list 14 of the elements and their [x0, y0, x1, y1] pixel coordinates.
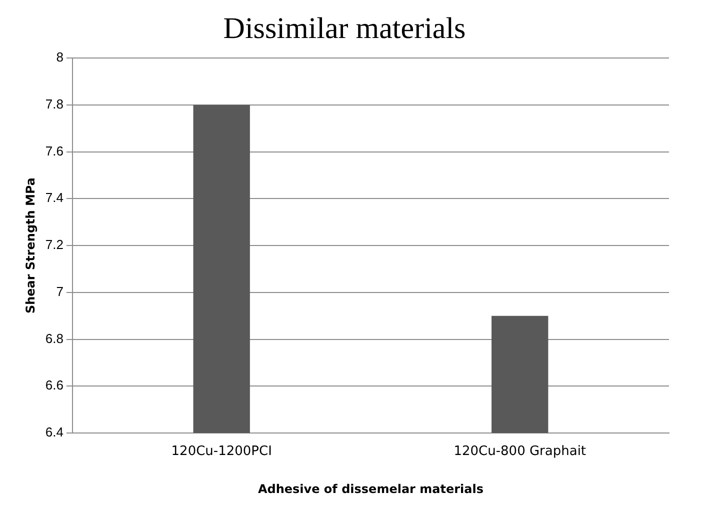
chart-title: Dissimilar materials — [223, 12, 466, 45]
y-tick-label: 6.4 — [45, 424, 64, 440]
y-tick-label: 8 — [56, 50, 64, 65]
y-axis-title: Shear Strength MPa — [23, 177, 38, 314]
y-tick-label: 7.6 — [45, 143, 64, 158]
y-tick-label: 7.8 — [45, 96, 64, 112]
y-tick-label: 7.4 — [45, 190, 64, 206]
y-tick-label: 6.6 — [45, 378, 64, 393]
x-tick-label: 120Cu-1200PCI — [171, 444, 272, 460]
x-tick-label: 120Cu-800 Graphait — [454, 444, 586, 460]
x-axis-title: Adhesive of dissemelar materials — [258, 482, 484, 496]
y-tick-label: 6.8 — [45, 330, 64, 346]
y-tick-label: 7.2 — [45, 237, 64, 252]
y-tick-label: 7 — [56, 284, 64, 299]
